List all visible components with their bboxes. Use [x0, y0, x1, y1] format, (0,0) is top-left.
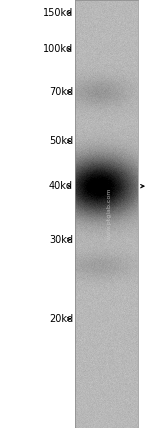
Text: 70kd: 70kd [49, 87, 73, 97]
Text: www.ptglab.com: www.ptglab.com [107, 188, 112, 240]
Text: 100kd: 100kd [43, 44, 73, 54]
Text: 20kd: 20kd [49, 314, 73, 324]
Text: 40kd: 40kd [49, 181, 73, 191]
Text: 150kd: 150kd [43, 8, 73, 18]
Text: 50kd: 50kd [49, 136, 73, 146]
Text: 30kd: 30kd [49, 235, 73, 245]
